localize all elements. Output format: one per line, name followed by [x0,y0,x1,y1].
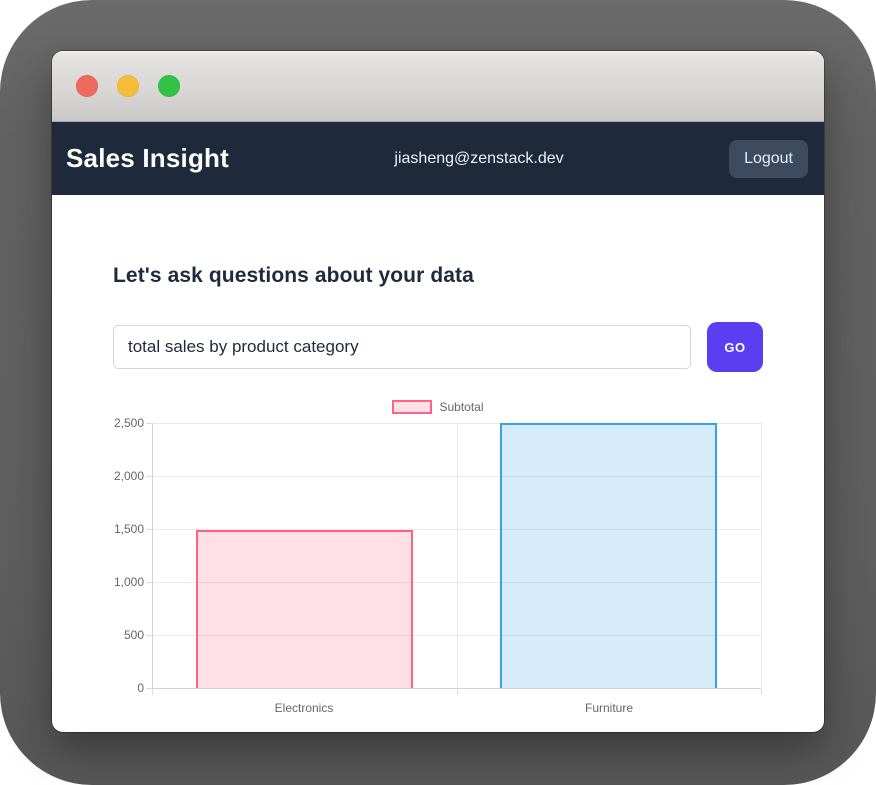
bar-electronics[interactable] [196,530,413,688]
user-email: jiasheng@zenstack.dev [394,149,564,167]
y-axis-tick [146,476,152,477]
legend-label: Subtotal [439,400,484,414]
main-content: Let's ask questions about your data GO S… [52,264,824,715]
y-tick-label: 1,500 [113,522,144,536]
chart-legend[interactable]: Subtotal [113,400,763,414]
y-tick-label: 0 [137,681,144,695]
gridline-h [152,476,761,477]
y-axis-tick [146,529,152,530]
minimize-window-icon[interactable] [117,75,139,97]
chart-plot: 0 500 1,000 1,500 2,000 2,500 Electronics Furni… [114,416,762,715]
y-axis-tick [146,688,152,689]
x-axis-tick [761,689,762,695]
y-tick-label: 500 [123,628,144,642]
plot-wrap: 0 500 1,000 1,500 2,000 2,500 Electronics Furni… [113,416,763,715]
y-tick-label: 1,000 [113,575,144,589]
logout-button[interactable]: Logout [729,139,808,178]
y-axis-tick [146,635,152,636]
gridline-h [152,529,761,530]
close-window-icon[interactable] [76,75,98,97]
x-tick-label: Electronics [274,701,334,715]
window-titlebar [52,51,824,122]
app-title: Sales Insight [66,143,229,173]
x-axis-line [152,688,761,689]
page-title: Let's ask questions about your data [113,264,474,287]
y-axis-tick [146,582,152,583]
gridline-h [152,582,761,583]
traffic-lights [76,75,180,97]
app-navbar: Sales Insight jiasheng@zenstack.dev Logo… [52,122,824,195]
y-axis-tick [146,423,152,424]
y-axis-line [152,423,153,688]
browser-window: Sales Insight jiasheng@zenstack.dev Logo… [52,51,824,732]
x-axis-tick [457,689,458,695]
gridline-h [152,423,761,424]
question-input[interactable] [113,325,691,369]
bar-chart: Subtotal 0 500 1,000 1,500 2,000 2,500 Electro… [113,400,763,715]
x-tick-label: Furniture [584,701,634,715]
bar-furniture[interactable] [500,423,717,688]
go-button[interactable]: GO [707,322,763,372]
query-row: GO [113,322,763,372]
nav-middle: jiasheng@zenstack.dev [229,150,729,168]
y-tick-label: 2,500 [113,416,144,430]
gridline-h [152,635,761,636]
gridline-v [457,423,458,688]
gridline-v [761,423,762,688]
legend-swatch [392,400,433,414]
y-tick-label: 2,000 [113,469,144,483]
x-axis-tick [152,689,153,695]
zoom-window-icon[interactable] [158,75,180,97]
